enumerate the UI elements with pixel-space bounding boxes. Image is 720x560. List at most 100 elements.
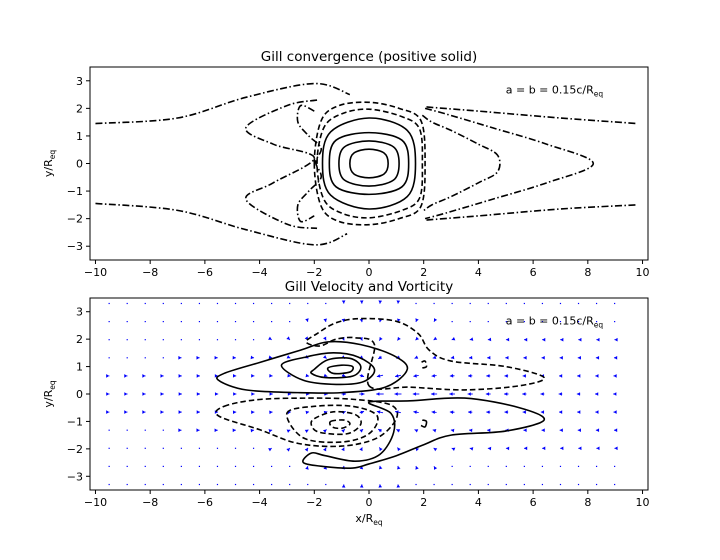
velocity-arrow — [541, 465, 544, 468]
velocity-arrow — [613, 374, 617, 378]
velocity-arrow — [144, 320, 146, 323]
velocity-arrow — [323, 336, 327, 341]
velocity-arrow — [216, 302, 219, 305]
velocity-arrow — [433, 465, 438, 470]
velocity-arrow — [413, 374, 419, 378]
x-tick-label: −2 — [306, 496, 322, 509]
velocity-arrow — [196, 355, 200, 360]
contour-line-dashed — [328, 419, 351, 430]
velocity-arrow — [523, 483, 525, 486]
velocity-arrow — [614, 302, 616, 305]
velocity-arrow — [451, 302, 453, 305]
velocity-arrow — [180, 302, 182, 305]
velocity-arrow — [576, 392, 581, 396]
velocity-arrow — [541, 355, 545, 360]
velocity-arrow — [108, 483, 110, 486]
velocity-arrow — [577, 355, 581, 360]
velocity-arrow — [180, 447, 182, 449]
velocity-arrow — [359, 318, 364, 323]
contour-line-solid — [280, 352, 376, 386]
y-tick-label: 1 — [76, 130, 83, 143]
velocity-arrow — [196, 392, 201, 396]
top-panel-title: Gill convergence (positive solid) — [261, 49, 477, 65]
contour-line-solid — [420, 419, 428, 428]
x-tick-label: 4 — [475, 496, 482, 509]
velocity-arrow — [162, 357, 164, 359]
contour-line-solid — [349, 148, 389, 179]
velocity-arrow — [323, 318, 327, 323]
velocity-arrow — [271, 483, 273, 486]
velocity-arrow — [144, 357, 146, 359]
velocity-arrow — [359, 447, 363, 452]
velocity-arrow — [505, 337, 510, 342]
x-tick-label: −4 — [251, 496, 267, 509]
velocity-arrow — [487, 483, 489, 486]
velocity-arrow — [396, 300, 401, 304]
velocity-arrow — [505, 320, 507, 323]
velocity-arrow — [415, 483, 417, 486]
x-tick-label: −10 — [84, 496, 107, 509]
velocity-arrow — [522, 392, 527, 396]
velocity-arrow — [216, 483, 219, 486]
velocity-arrow — [216, 447, 219, 449]
velocity-arrow — [395, 374, 401, 378]
velocity-arrow — [214, 392, 219, 396]
velocity-arrow — [178, 374, 182, 378]
y-tick-label: −1 — [67, 185, 83, 198]
velocity-arrow — [577, 320, 580, 323]
velocity-arrow — [433, 483, 435, 486]
velocity-arrow — [305, 373, 310, 378]
velocity-arrow — [396, 428, 401, 433]
x-tick-label: 6 — [530, 266, 537, 279]
velocity-arrow — [541, 428, 545, 433]
velocity-arrow — [178, 392, 182, 396]
velocity-arrow — [541, 302, 544, 305]
velocity-arrow — [269, 373, 273, 378]
velocity-arrow — [289, 465, 291, 468]
velocity-arrow — [323, 355, 327, 359]
velocity-arrow — [216, 465, 219, 468]
velocity-arrow — [433, 447, 438, 452]
y-tick-label: −3 — [67, 240, 83, 253]
velocity-arrow — [341, 428, 346, 433]
contour-line-solid — [326, 364, 354, 375]
velocity-arrow — [180, 339, 182, 341]
velocity-arrow — [469, 320, 471, 323]
velocity-arrow — [108, 339, 110, 341]
velocity-arrow — [252, 447, 255, 449]
velocity-arrow — [560, 337, 564, 342]
velocity-arrow — [595, 428, 600, 433]
velocity-arrow — [541, 483, 544, 486]
contour-line-dashdot — [245, 99, 318, 230]
velocity-arrow — [271, 302, 273, 305]
velocity-arrow — [431, 410, 437, 414]
velocity-arrow — [126, 465, 128, 468]
velocity-arrow — [178, 410, 182, 414]
contour-line-dashed — [420, 360, 428, 369]
bottom-panel-quiver — [106, 300, 618, 488]
velocity-arrow — [487, 320, 489, 323]
velocity-arrow — [160, 374, 164, 378]
velocity-arrow — [595, 320, 598, 323]
velocity-arrow — [504, 410, 509, 414]
velocity-arrow — [305, 466, 309, 470]
velocity-arrow — [108, 429, 110, 431]
contour-line-dashed — [285, 404, 379, 444]
y-tick-label: −2 — [67, 213, 83, 226]
velocity-arrow — [559, 428, 563, 433]
velocity-arrow — [559, 355, 563, 360]
velocity-arrow — [289, 483, 291, 486]
velocity-arrow — [323, 373, 328, 378]
velocity-arrow — [504, 392, 509, 396]
velocity-arrow — [595, 392, 599, 396]
velocity-arrow — [180, 483, 182, 486]
y-tick-label: −2 — [67, 443, 83, 456]
velocity-arrow — [341, 373, 346, 378]
velocity-arrow — [144, 483, 146, 486]
velocity-arrow — [196, 428, 200, 433]
velocity-arrow — [450, 355, 455, 360]
velocity-arrow — [252, 320, 255, 323]
contour-line-solid — [338, 140, 400, 187]
velocity-arrow — [415, 336, 420, 341]
velocity-arrow — [307, 302, 309, 305]
